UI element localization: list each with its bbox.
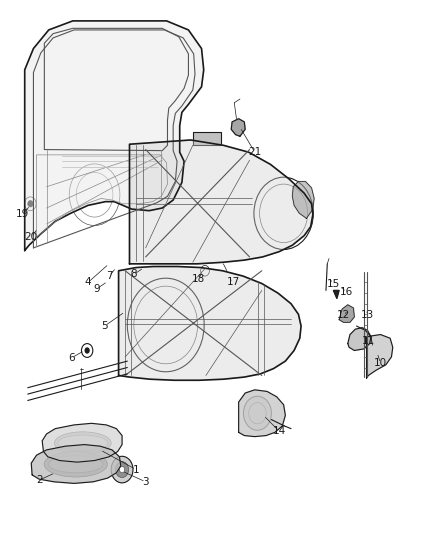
Text: 1: 1: [133, 465, 139, 474]
Text: 16: 16: [340, 287, 353, 297]
Circle shape: [254, 177, 313, 249]
Text: 13: 13: [361, 310, 374, 320]
Ellipse shape: [44, 451, 107, 477]
Circle shape: [81, 344, 93, 358]
Circle shape: [25, 197, 36, 211]
Polygon shape: [339, 305, 354, 322]
Ellipse shape: [49, 456, 103, 473]
Polygon shape: [367, 335, 393, 378]
Text: 14: 14: [272, 426, 286, 437]
Polygon shape: [119, 266, 301, 380]
Polygon shape: [25, 21, 204, 251]
Polygon shape: [333, 290, 339, 298]
Polygon shape: [348, 328, 371, 351]
Text: 3: 3: [142, 477, 149, 487]
Text: 18: 18: [191, 274, 205, 284]
Ellipse shape: [54, 432, 111, 454]
Polygon shape: [42, 423, 122, 462]
Circle shape: [85, 348, 90, 354]
FancyBboxPatch shape: [193, 132, 221, 146]
Text: 20: 20: [25, 232, 38, 243]
Polygon shape: [31, 445, 121, 483]
Polygon shape: [292, 181, 314, 219]
Text: 11: 11: [362, 336, 375, 346]
Circle shape: [120, 466, 125, 473]
Text: 8: 8: [131, 270, 137, 279]
Polygon shape: [231, 119, 245, 136]
Circle shape: [244, 396, 272, 430]
Text: 12: 12: [337, 310, 350, 320]
Text: 4: 4: [85, 278, 92, 287]
Text: 17: 17: [226, 278, 240, 287]
Text: 9: 9: [93, 284, 100, 294]
Text: 6: 6: [68, 353, 75, 363]
Circle shape: [28, 200, 33, 207]
Circle shape: [116, 462, 129, 478]
Circle shape: [201, 265, 209, 276]
Polygon shape: [130, 140, 313, 264]
Ellipse shape: [58, 435, 108, 451]
Text: 21: 21: [248, 147, 261, 157]
Text: 10: 10: [374, 358, 387, 368]
Polygon shape: [239, 390, 286, 437]
Text: 5: 5: [101, 321, 108, 331]
Text: 19: 19: [16, 209, 29, 220]
Circle shape: [111, 456, 133, 483]
Text: 15: 15: [327, 279, 340, 288]
Text: 7: 7: [106, 271, 112, 281]
Circle shape: [127, 278, 204, 372]
Text: 2: 2: [36, 475, 42, 485]
